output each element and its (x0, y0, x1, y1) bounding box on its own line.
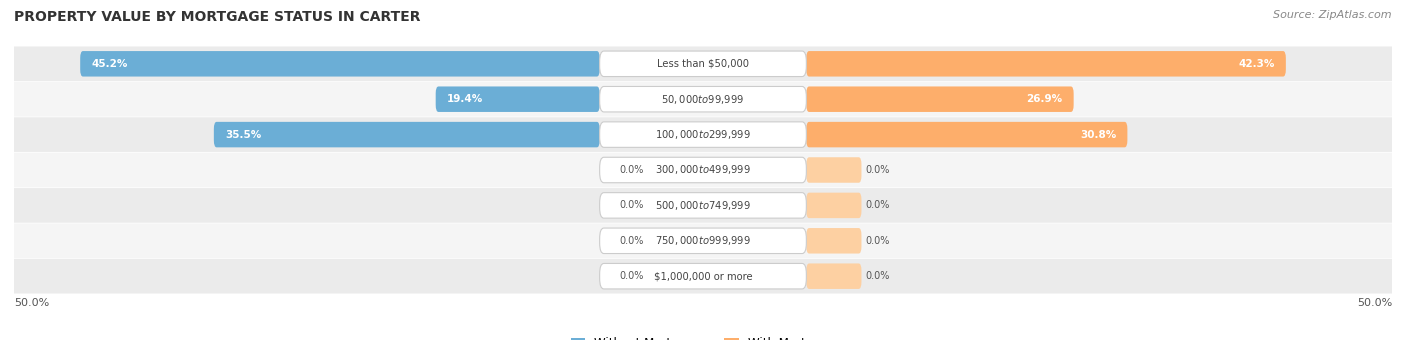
FancyBboxPatch shape (807, 86, 1074, 112)
Text: 0.0%: 0.0% (620, 271, 644, 281)
Text: 0.0%: 0.0% (620, 236, 644, 246)
FancyBboxPatch shape (599, 86, 807, 112)
FancyBboxPatch shape (7, 153, 1399, 187)
Text: Less than $50,000: Less than $50,000 (657, 59, 749, 69)
Text: $500,000 to $749,999: $500,000 to $749,999 (655, 199, 751, 212)
Text: 30.8%: 30.8% (1080, 130, 1116, 140)
FancyBboxPatch shape (436, 86, 599, 112)
FancyBboxPatch shape (599, 264, 807, 289)
Text: $300,000 to $499,999: $300,000 to $499,999 (655, 164, 751, 176)
Text: $100,000 to $299,999: $100,000 to $299,999 (655, 128, 751, 141)
Text: 0.0%: 0.0% (866, 200, 890, 210)
FancyBboxPatch shape (599, 193, 807, 218)
FancyBboxPatch shape (599, 51, 807, 76)
Text: 42.3%: 42.3% (1239, 59, 1275, 69)
Text: Source: ZipAtlas.com: Source: ZipAtlas.com (1274, 10, 1392, 20)
FancyBboxPatch shape (7, 82, 1399, 117)
FancyBboxPatch shape (7, 259, 1399, 293)
FancyBboxPatch shape (7, 47, 1399, 81)
Legend: Without Mortgage, With Mortgage: Without Mortgage, With Mortgage (571, 337, 835, 340)
Text: 50.0%: 50.0% (1357, 298, 1392, 308)
FancyBboxPatch shape (599, 228, 807, 254)
FancyBboxPatch shape (807, 228, 862, 254)
FancyBboxPatch shape (807, 193, 862, 218)
FancyBboxPatch shape (807, 51, 1286, 76)
FancyBboxPatch shape (7, 117, 1399, 152)
Text: 50.0%: 50.0% (14, 298, 49, 308)
Text: 0.0%: 0.0% (866, 271, 890, 281)
FancyBboxPatch shape (214, 122, 599, 147)
FancyBboxPatch shape (80, 51, 599, 76)
Text: 0.0%: 0.0% (620, 200, 644, 210)
FancyBboxPatch shape (807, 122, 1128, 147)
FancyBboxPatch shape (807, 264, 862, 289)
FancyBboxPatch shape (7, 223, 1399, 258)
Text: 19.4%: 19.4% (447, 94, 484, 104)
Text: $750,000 to $999,999: $750,000 to $999,999 (655, 234, 751, 247)
Text: 26.9%: 26.9% (1026, 94, 1063, 104)
FancyBboxPatch shape (599, 157, 807, 183)
FancyBboxPatch shape (807, 157, 862, 183)
Text: 45.2%: 45.2% (91, 59, 128, 69)
FancyBboxPatch shape (7, 188, 1399, 223)
Text: 0.0%: 0.0% (866, 236, 890, 246)
Text: PROPERTY VALUE BY MORTGAGE STATUS IN CARTER: PROPERTY VALUE BY MORTGAGE STATUS IN CAR… (14, 10, 420, 24)
Text: 0.0%: 0.0% (866, 165, 890, 175)
Text: $50,000 to $99,999: $50,000 to $99,999 (661, 93, 745, 106)
Text: $1,000,000 or more: $1,000,000 or more (654, 271, 752, 281)
Text: 35.5%: 35.5% (225, 130, 262, 140)
FancyBboxPatch shape (599, 122, 807, 147)
Text: 0.0%: 0.0% (620, 165, 644, 175)
